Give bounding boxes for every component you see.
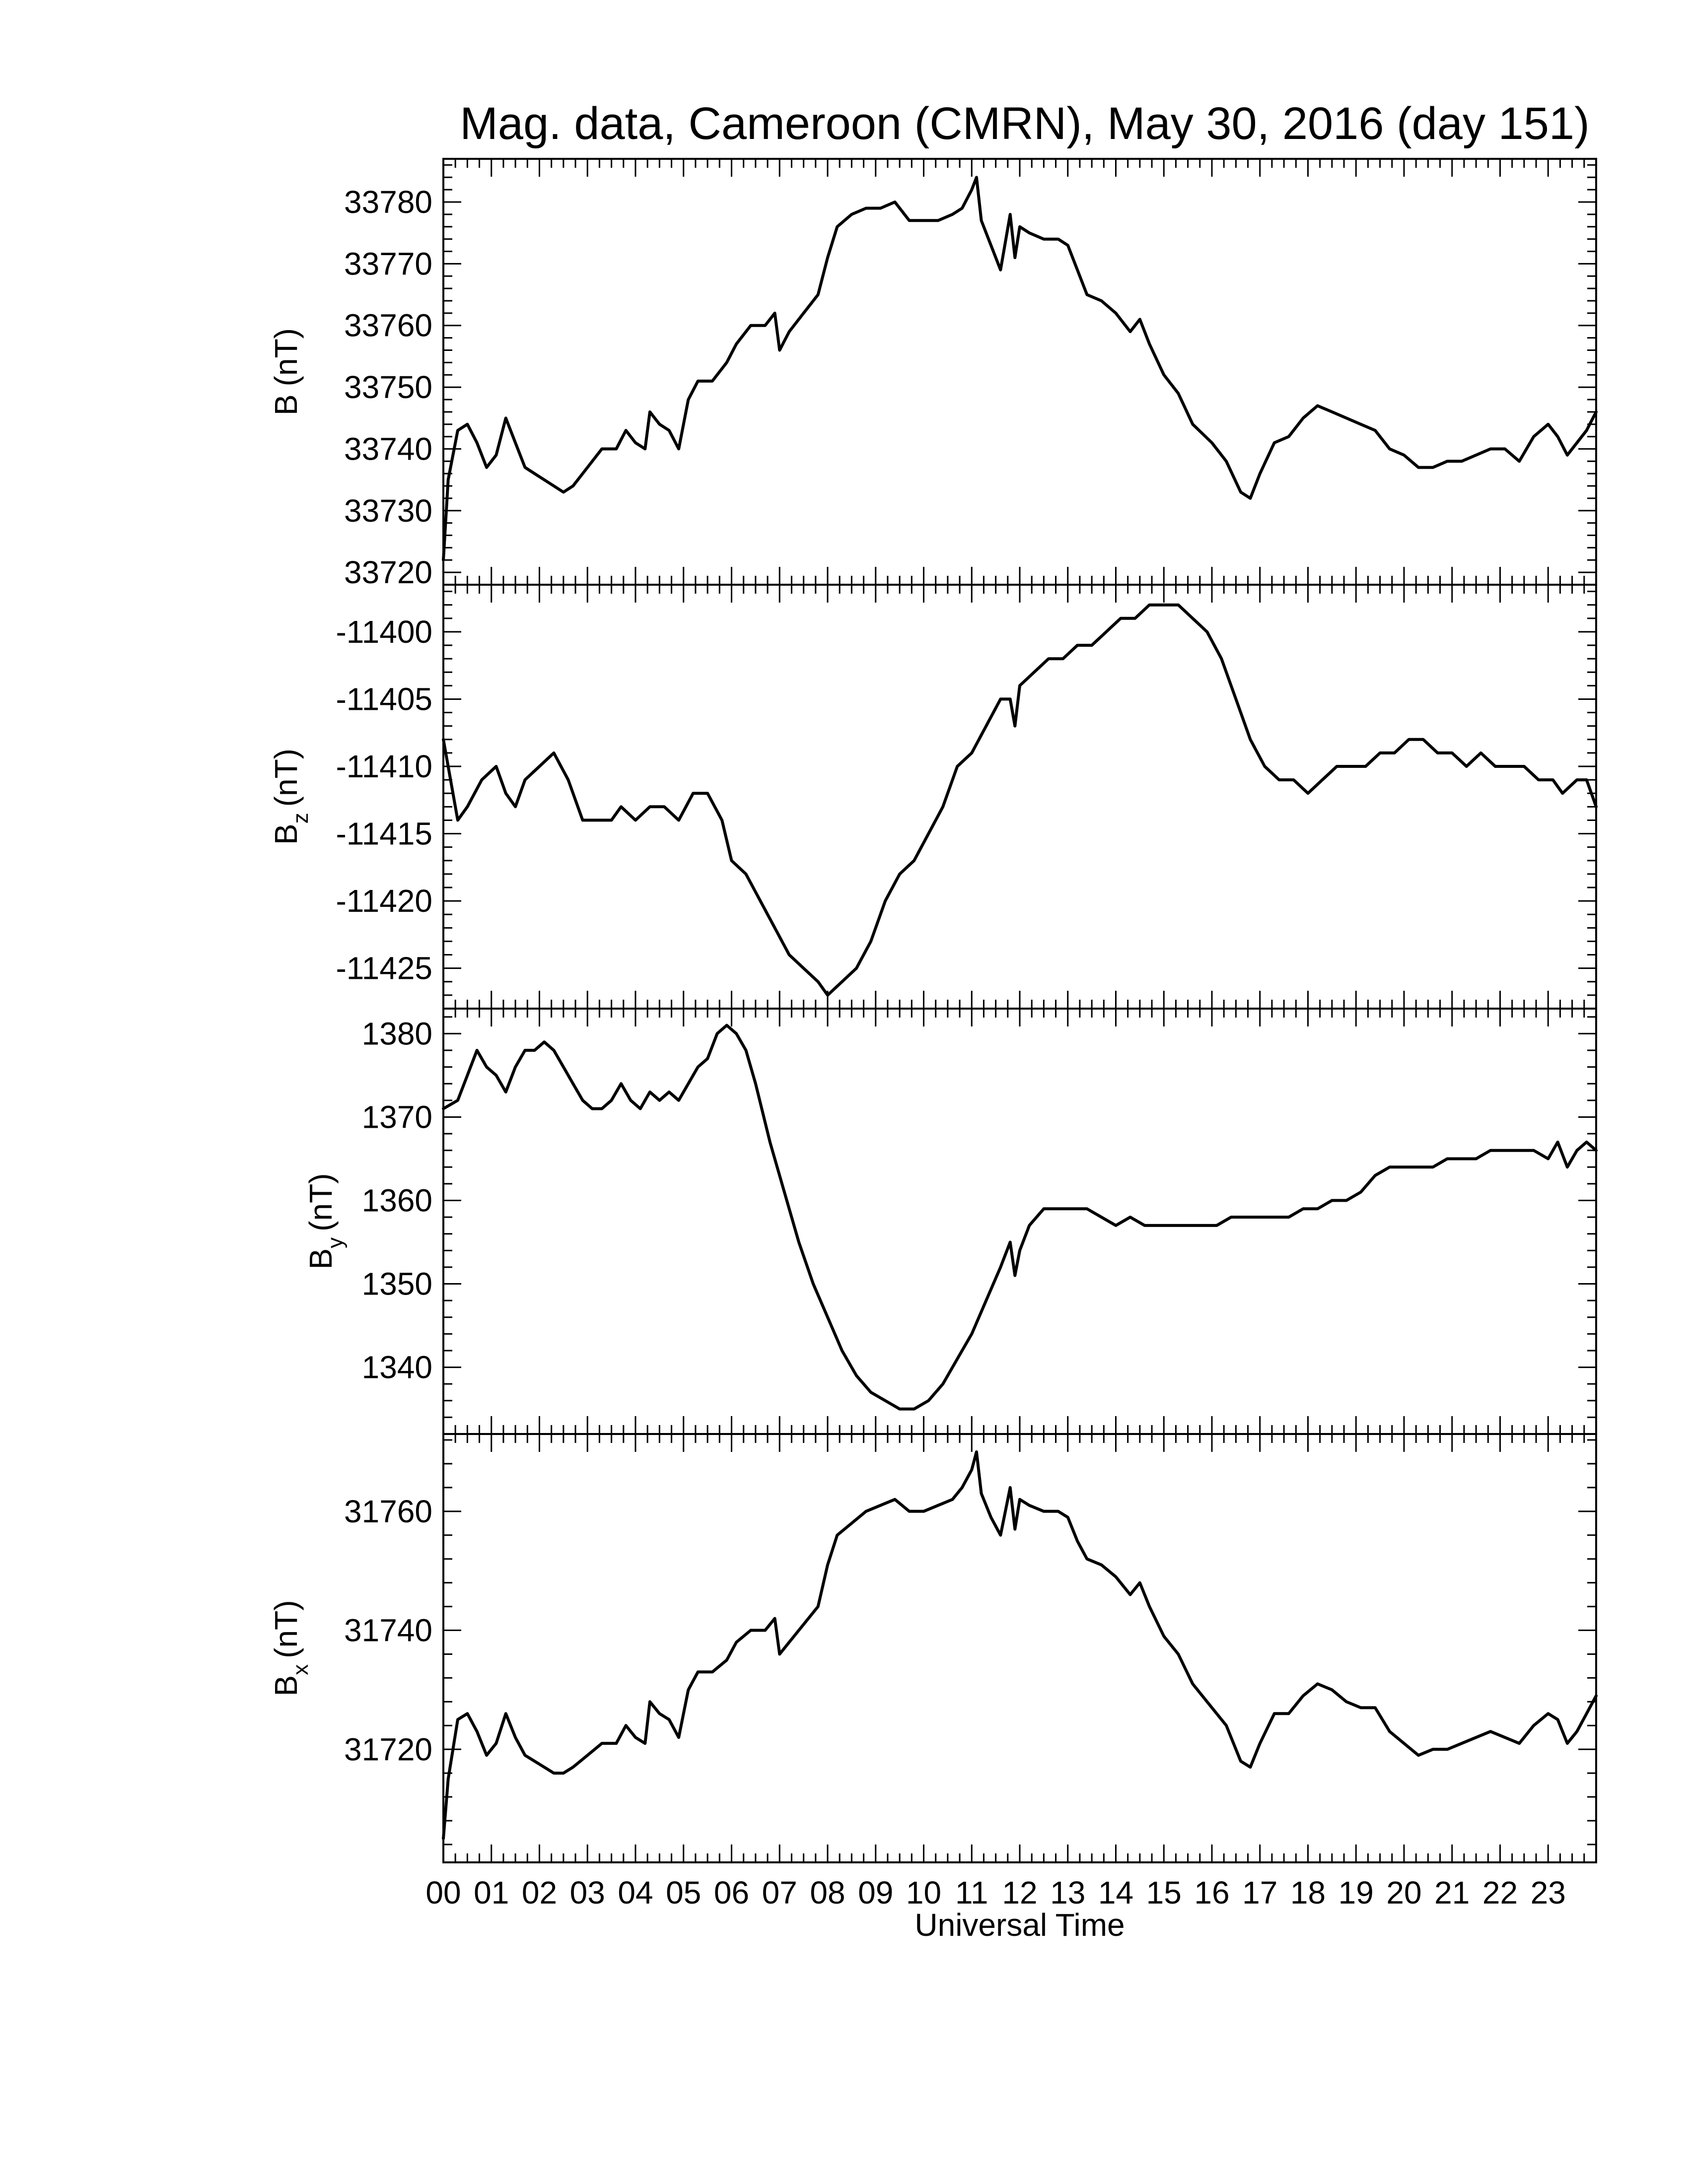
series-line-B [442, 176, 1598, 562]
y-tick-label: 33780 [344, 184, 432, 220]
y-axis-label-main: B [303, 1248, 339, 1270]
x-tick-label: 10 [906, 1875, 941, 1911]
y-axis-label: By (nT) [303, 1173, 348, 1270]
y-tick-label: 31720 [344, 1731, 432, 1767]
y-axis-label-subscript: z [288, 813, 313, 823]
y-tick-label: 33760 [344, 308, 432, 343]
x-tick-label: 00 [425, 1875, 461, 1911]
series-line-By [442, 1024, 1598, 1411]
y-axis-label-main: B [268, 394, 304, 415]
series-line-Bz [442, 603, 1598, 997]
x-tick-label: 02 [522, 1875, 557, 1911]
y-tick-label: 33730 [344, 493, 432, 529]
y-tick-label: 31740 [344, 1613, 432, 1648]
x-tick-label: 17 [1242, 1875, 1277, 1911]
x-tick-label: 07 [762, 1875, 797, 1911]
x-tick-label: 16 [1194, 1875, 1229, 1911]
y-axis-label-unit: (nT) [268, 328, 304, 386]
x-tick-label: 20 [1386, 1875, 1421, 1911]
x-tick-label: 03 [570, 1875, 605, 1911]
series-line-Bx [442, 1450, 1598, 1841]
y-axis-label: B (nT) [268, 328, 304, 415]
y-axis-label-unit: (nT) [303, 1173, 339, 1231]
x-tick-label: 19 [1338, 1875, 1374, 1911]
x-tick-label: 01 [474, 1875, 509, 1911]
y-axis-label-unit: (nT) [268, 749, 304, 807]
panel-B-frame [442, 158, 1597, 586]
y-tick-label: 1350 [362, 1266, 432, 1302]
x-tick-label: 09 [858, 1875, 893, 1911]
y-axis-label: Bx (nT) [268, 1600, 313, 1697]
y-axis-label: Bz (nT) [268, 749, 313, 845]
x-tick-label: 13 [1050, 1875, 1085, 1911]
y-axis-label-main: B [268, 1675, 304, 1697]
x-tick-label: 23 [1531, 1875, 1566, 1911]
y-tick-label: 33770 [344, 246, 432, 281]
y-tick-label: -11405 [336, 681, 432, 717]
x-tick-label: 06 [714, 1875, 749, 1911]
y-tick-label: 31760 [344, 1494, 432, 1529]
y-axis-label-unit: (nT) [268, 1600, 304, 1658]
x-tick-label: 08 [810, 1875, 845, 1911]
y-tick-label: -11415 [336, 816, 432, 852]
x-tick-label: 15 [1146, 1875, 1182, 1911]
y-tick-label: 1340 [362, 1350, 432, 1385]
y-tick-label: 1360 [362, 1182, 432, 1218]
y-tick-label: -11425 [336, 951, 432, 986]
x-tick-label: 22 [1482, 1875, 1518, 1911]
y-tick-label: -11400 [336, 614, 432, 650]
y-axis-label-subscript: y [323, 1237, 348, 1248]
y-tick-label: -11420 [336, 883, 432, 919]
x-tick-label: 04 [618, 1875, 653, 1911]
y-tick-label: 33720 [344, 554, 432, 590]
x-tick-label: 12 [1002, 1875, 1037, 1911]
x-axis-label: Universal Time [914, 1907, 1125, 1943]
x-tick-label: 14 [1098, 1875, 1133, 1911]
y-tick-label: 33750 [344, 369, 432, 405]
y-tick-label: 33740 [344, 431, 432, 467]
panel-Bx: 31720 31740 31760 Bx (nT) [268, 1433, 1598, 1863]
panel-Bz: -11425 -11420 -11415 -11410 -11405 -11400 Bz (n… [268, 584, 1598, 1010]
y-axis-label-main: B [268, 823, 304, 845]
x-tick-label: 11 [955, 1875, 988, 1911]
chart-title: Mag. data, Cameroon (CMRN), May 30, 2016… [460, 98, 1589, 149]
x-tick-label: 18 [1290, 1875, 1326, 1911]
x-tick-label: 21 [1434, 1875, 1470, 1911]
panel-By-frame [442, 1008, 1597, 1435]
y-tick-label: 1380 [362, 1016, 432, 1051]
panel-By: 1340 1350 1360 1370 1380 By (nT) [303, 1008, 1598, 1435]
x-axis: 00 01 02 03 04 05 06 07 08 09 10 11 12 13 14 15 16 17 18 19… [425, 1875, 1565, 1911]
x-tick-label: 05 [666, 1875, 701, 1911]
y-axis-label-subscript: x [288, 1664, 313, 1675]
panel-Bz-frame [442, 584, 1597, 1010]
y-tick-label: -11410 [336, 749, 432, 784]
y-tick-label: 1370 [362, 1099, 432, 1135]
panels-group: 33720 33730 33740 33750 33760 33770 33780 B (nT)… [268, 158, 1598, 1863]
panel-B: 33720 33730 33740 33750 33760 33770 33780 B (nT) [268, 158, 1598, 590]
